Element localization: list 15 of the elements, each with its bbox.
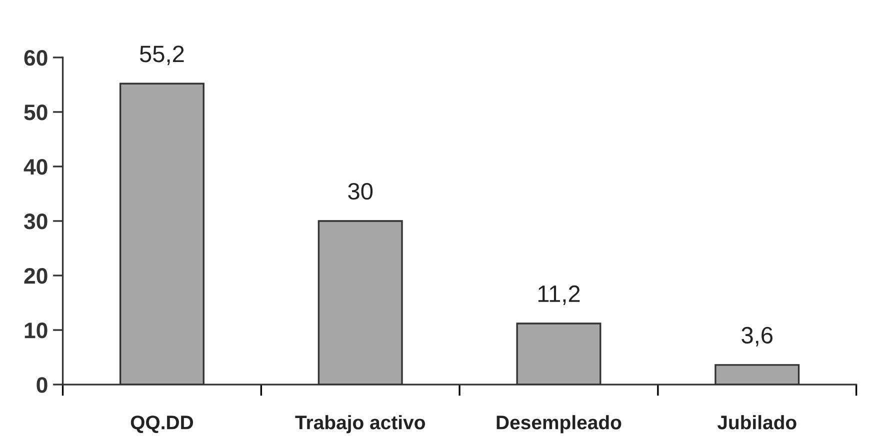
data-label: 11,2: [538, 285, 580, 305]
y-tick-label: 40: [24, 159, 48, 175]
y-tick-label: 0: [36, 377, 48, 393]
x-tick-label: QQ.DD: [130, 416, 194, 434]
y-tick-label: 60: [24, 50, 48, 66]
y-tick-label: 30: [24, 214, 48, 230]
data-label: 3,6: [742, 326, 772, 346]
data-label: 55,2: [140, 46, 184, 66]
x-tick-label: Trabajo activo: [295, 415, 425, 434]
y-tick-label: 10: [24, 322, 48, 338]
x-tick-label: Jubilado: [717, 415, 796, 430]
y-tick-label: 20: [24, 268, 48, 284]
x-tick-label: Desempleado: [496, 415, 622, 434]
y-tick-label: 50: [24, 104, 48, 120]
data-label: 30: [348, 182, 373, 200]
